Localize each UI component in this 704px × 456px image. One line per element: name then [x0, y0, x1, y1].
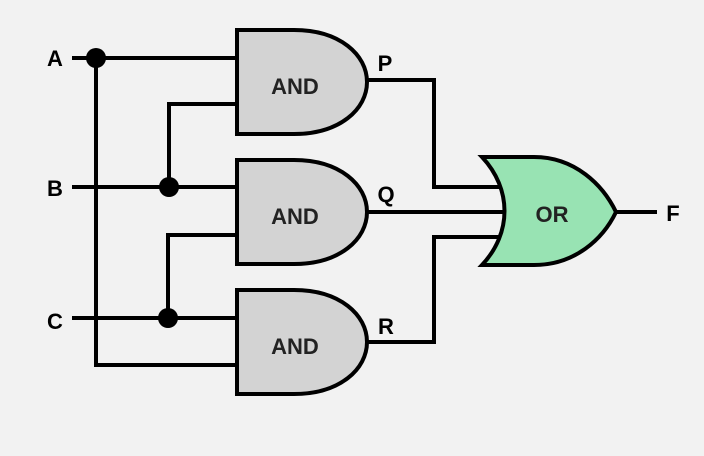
wire-p: [366, 78, 504, 189]
and-gate-2-label: AND: [271, 204, 319, 229]
junction-b: [159, 177, 179, 197]
and-gate-1-label: AND: [271, 74, 319, 99]
wire-r: [366, 235, 504, 344]
output-r-label: R: [378, 314, 394, 339]
input-b-label: B: [47, 176, 63, 201]
output-q-label: Q: [377, 182, 394, 207]
input-c-label: C: [47, 309, 63, 334]
or-gate-label: OR: [536, 202, 569, 227]
and-gate-3: [235, 288, 370, 396]
output-p-label: P: [378, 51, 393, 76]
and-gate-1: [235, 28, 370, 136]
wires: [72, 56, 657, 367]
junction-c: [158, 308, 178, 328]
or-gate: [477, 155, 619, 267]
wire-a-bus: [94, 58, 238, 367]
junction-a: [86, 48, 106, 68]
wire-b-branch: [167, 102, 238, 187]
and-gate-3-label: AND: [271, 334, 319, 359]
wire-c-branch: [166, 233, 238, 318]
input-a-label: A: [47, 46, 63, 71]
output-f-label: F: [666, 201, 679, 226]
and-gate-2: [235, 158, 370, 266]
